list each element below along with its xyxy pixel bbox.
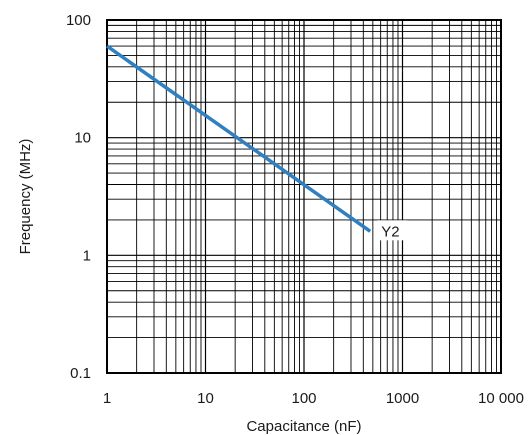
x-tick-label: 10 000 bbox=[478, 390, 524, 407]
y-tick-label: 10 bbox=[74, 130, 91, 147]
y-tick-label: 0.1 bbox=[70, 365, 91, 382]
series-label: Y2 bbox=[381, 223, 399, 240]
major-grid bbox=[107, 20, 501, 373]
y-tick-label: 1 bbox=[83, 247, 91, 264]
x-tick-label: 1000 bbox=[386, 390, 419, 407]
series-label-background bbox=[377, 220, 408, 241]
y-tick-label: 100 bbox=[66, 12, 91, 29]
x-tick-label: 1 bbox=[103, 390, 111, 407]
plot-frame bbox=[106, 19, 502, 374]
x-axis-title: Capacitance (nF) bbox=[246, 418, 361, 435]
x-axis-ticks: 1 10 100 1000 10 000 bbox=[103, 390, 524, 407]
series-line bbox=[105, 44, 372, 233]
y-axis-ticks: 0.1 1 10 100 bbox=[66, 12, 91, 382]
minor-grid bbox=[107, 20, 501, 373]
series-layer: Y2 bbox=[105, 44, 408, 241]
y-axis-title: Frequency (MHz) bbox=[17, 139, 34, 255]
x-tick-label: 10 bbox=[197, 390, 214, 407]
x-tick-label: 100 bbox=[291, 390, 316, 407]
